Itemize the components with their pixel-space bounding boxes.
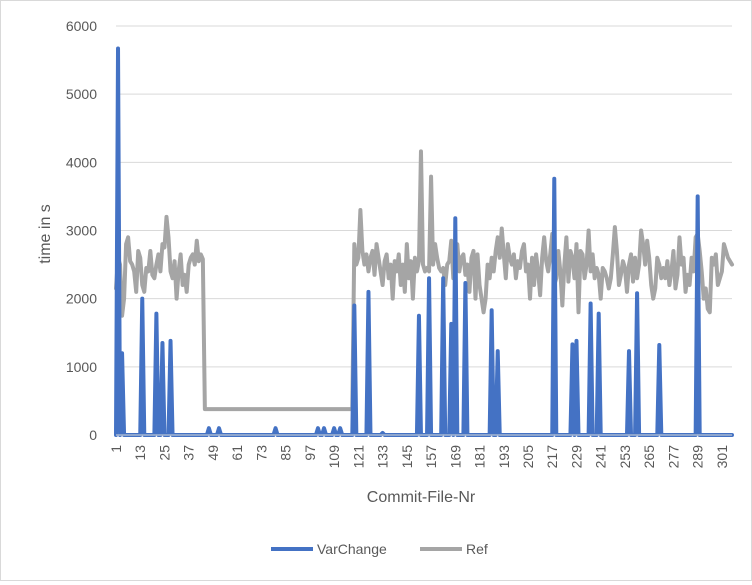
x-tick-label-97: 97 (302, 445, 318, 461)
x-tick-label-169: 169 (447, 445, 463, 469)
series-line-ref (114, 149, 734, 412)
legend-label-ref: Ref (466, 541, 488, 557)
y-tick-label-6000: 6000 (66, 18, 97, 34)
x-tick-label-157: 157 (423, 445, 439, 469)
x-tick-label-289: 289 (690, 445, 706, 469)
y-tick-label-3000: 3000 (66, 223, 97, 239)
y-tick-label-1000: 1000 (66, 359, 97, 375)
gridlines (116, 25, 732, 368)
x-axis-title: Commit-File-Nr (367, 489, 476, 506)
y-axis-title: time in s (37, 204, 54, 264)
x-tick-label-193: 193 (496, 445, 512, 469)
y-tick-label-5000: 5000 (66, 86, 97, 102)
y-axis-ticks: 0 1000 2000 3000 4000 5000 6000 (66, 18, 97, 443)
x-tick-label-1: 1 (108, 445, 124, 453)
x-tick-label-253: 253 (617, 445, 633, 469)
x-tick-label-37: 37 (181, 445, 197, 461)
x-tick-label-265: 265 (641, 445, 657, 469)
x-tick-label-121: 121 (350, 445, 366, 469)
x-tick-label-217: 217 (544, 445, 560, 469)
x-tick-label-133: 133 (375, 445, 391, 469)
x-tick-label-301: 301 (714, 445, 730, 469)
x-tick-label-241: 241 (593, 445, 609, 469)
x-tick-label-49: 49 (205, 445, 221, 461)
x-axis-ticks: 1 13 25 37 49 61 73 85 97 109 121 133 145 157 169 181 19… (108, 445, 730, 469)
x-tick-label-61: 61 (229, 445, 245, 461)
y-tick-label-0: 0 (89, 427, 97, 443)
series-layer (114, 46, 734, 437)
x-tick-label-25: 25 (156, 445, 172, 461)
y-tick-label-2000: 2000 (66, 291, 97, 307)
x-tick-label-277: 277 (665, 445, 681, 469)
x-tick-label-181: 181 (472, 445, 488, 469)
x-tick-label-13: 13 (132, 445, 148, 461)
x-tick-label-85: 85 (278, 445, 294, 461)
x-tick-label-205: 205 (520, 445, 536, 469)
x-tick-label-145: 145 (399, 445, 415, 469)
x-tick-label-73: 73 (253, 445, 269, 461)
y-tick-label-4000: 4000 (66, 154, 97, 170)
x-tick-label-109: 109 (326, 445, 342, 469)
legend-label-varchange: VarChange (317, 541, 387, 557)
x-tick-label-229: 229 (568, 445, 584, 469)
legend: VarChange Ref (271, 541, 488, 557)
